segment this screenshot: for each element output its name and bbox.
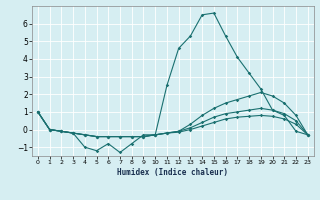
X-axis label: Humidex (Indice chaleur): Humidex (Indice chaleur) <box>117 168 228 177</box>
